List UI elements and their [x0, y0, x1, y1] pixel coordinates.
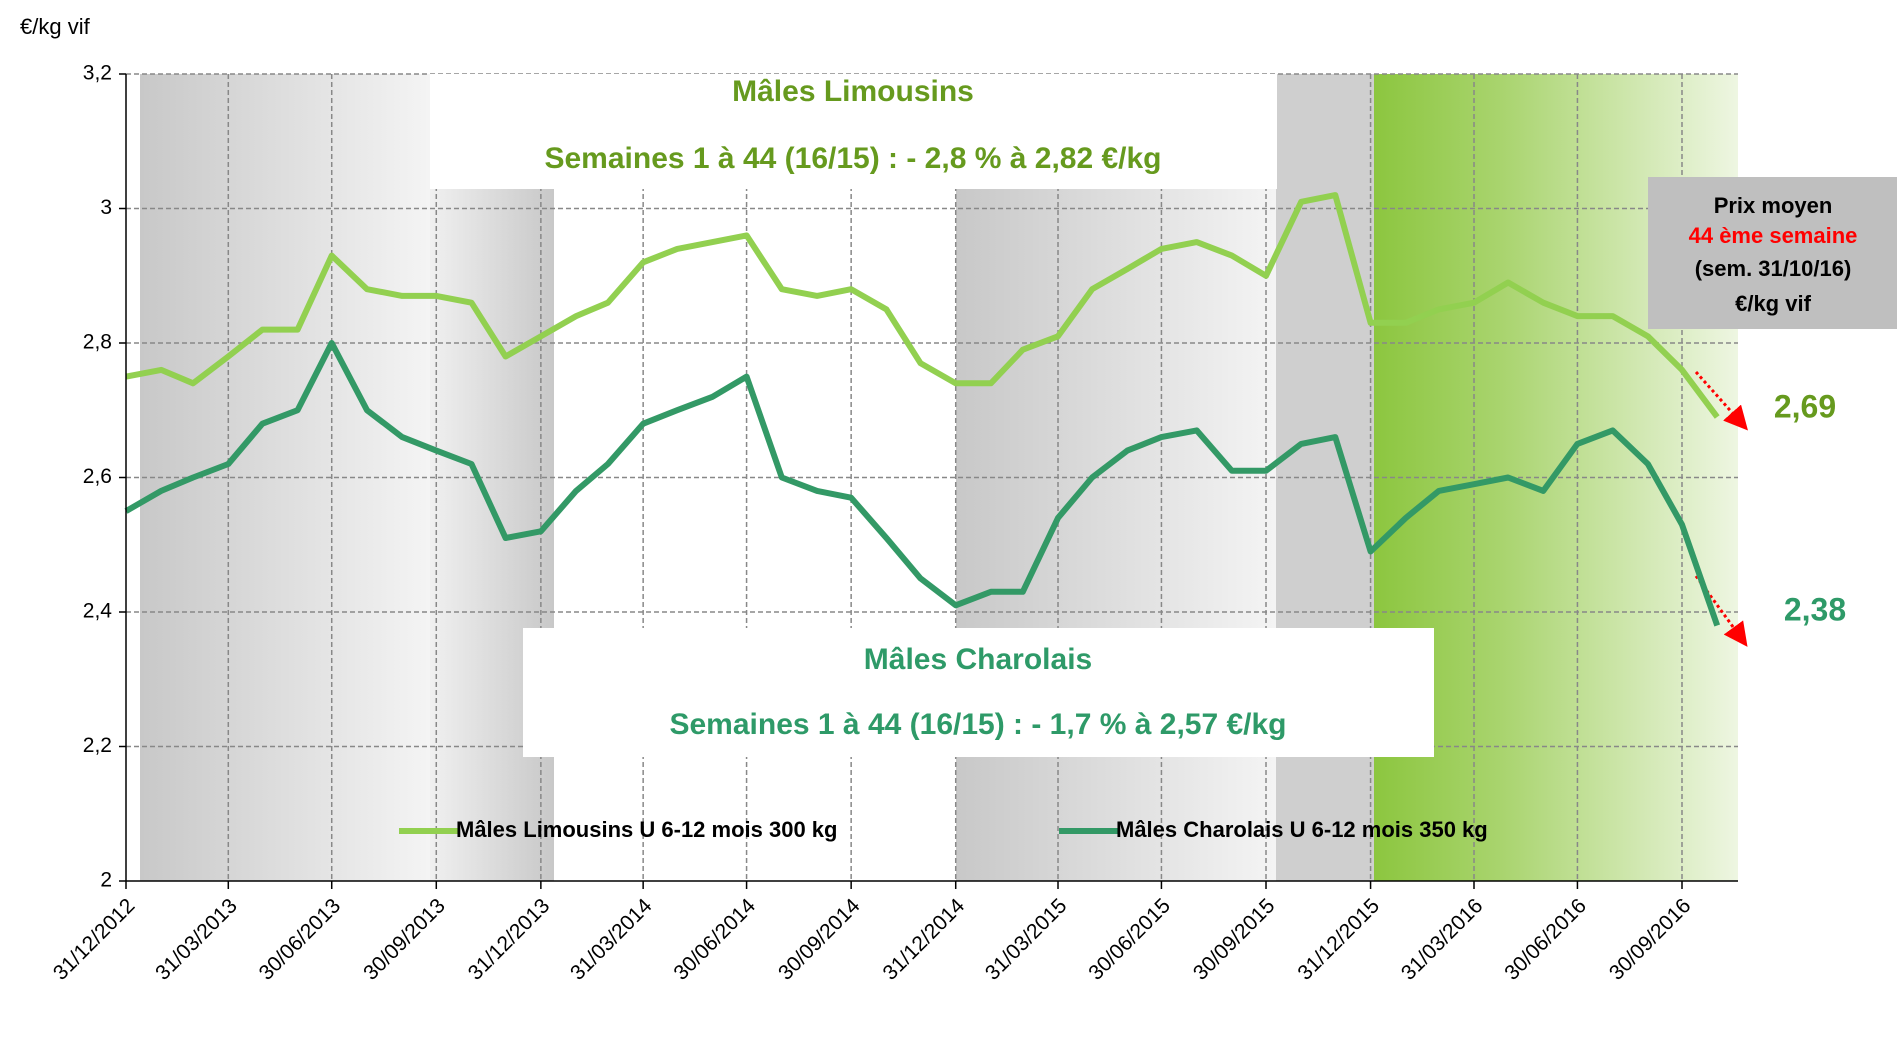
- box-text: Prix moyen: [1714, 193, 1833, 218]
- series-line: [124, 340, 1721, 627]
- arrow: [1694, 371, 1748, 431]
- x-tick-label: 31/03/2014: [566, 894, 657, 985]
- x-tick-label: 30/06/2016: [1500, 894, 1591, 985]
- limousin-subtitle: Semaines 1 à 44 (16/15) : - 2,8 % à 2,82…: [544, 142, 1161, 175]
- x-tick-label: 31/12/2013: [464, 894, 555, 985]
- limousin-title: Mâles Limousins: [732, 75, 974, 108]
- box-text: 44 ème semaine: [1689, 223, 1858, 248]
- x-tick-label: 31/03/2015: [981, 894, 1072, 985]
- price-box: [1648, 177, 1897, 329]
- plot: [124, 192, 1721, 627]
- end-label: 2,69: [1774, 388, 1836, 424]
- charolais-subtitle: Semaines 1 à 44 (16/15) : - 1,7 % à 2,57…: [669, 708, 1286, 741]
- y-tick-label: 2,2: [83, 734, 112, 757]
- x-tick-label: 30/09/2013: [359, 894, 450, 985]
- charolais-title: Mâles Charolais: [864, 643, 1092, 676]
- y-tick-label: 2,8: [83, 331, 112, 354]
- x-tick-label: 30/06/2015: [1084, 894, 1175, 985]
- box-text: (sem. 31/10/16): [1695, 256, 1852, 281]
- legend-label: Mâles Limousins U 6-12 mois 300 kg: [456, 817, 837, 842]
- box-text: €/kg vif: [1735, 291, 1811, 316]
- x-tick-label: 30/06/2014: [669, 894, 760, 985]
- y-tick-label: 2: [100, 869, 112, 892]
- x-tick-label: 31/12/2014: [879, 894, 970, 985]
- y-tick-label: 2,4: [83, 600, 113, 623]
- x-tick-label: 31/03/2013: [151, 894, 242, 985]
- x-tick-label: 30/09/2014: [774, 894, 865, 985]
- x-tick-label: 30/09/2016: [1605, 894, 1696, 985]
- legend-label: Mâles Charolais U 6-12 mois 350 kg: [1116, 817, 1488, 842]
- end-label: 2,38: [1784, 591, 1846, 627]
- y-tick-label: 2,6: [83, 465, 112, 488]
- y-axis-label: €/kg vif: [20, 14, 91, 39]
- x-tick-label: 30/09/2015: [1189, 894, 1280, 985]
- y-tick-label: 3,2: [83, 62, 112, 85]
- x-tick-label: 31/12/2015: [1293, 894, 1384, 985]
- x-tick-label: 30/06/2013: [255, 894, 346, 985]
- x-tick-label: 31/12/2012: [49, 894, 140, 985]
- x-tick-label: 31/03/2016: [1397, 894, 1488, 985]
- series-line: [125, 192, 1720, 419]
- y-tick-label: 3: [100, 196, 112, 219]
- limousin-box: [430, 74, 1277, 189]
- charolais-box: [523, 628, 1434, 757]
